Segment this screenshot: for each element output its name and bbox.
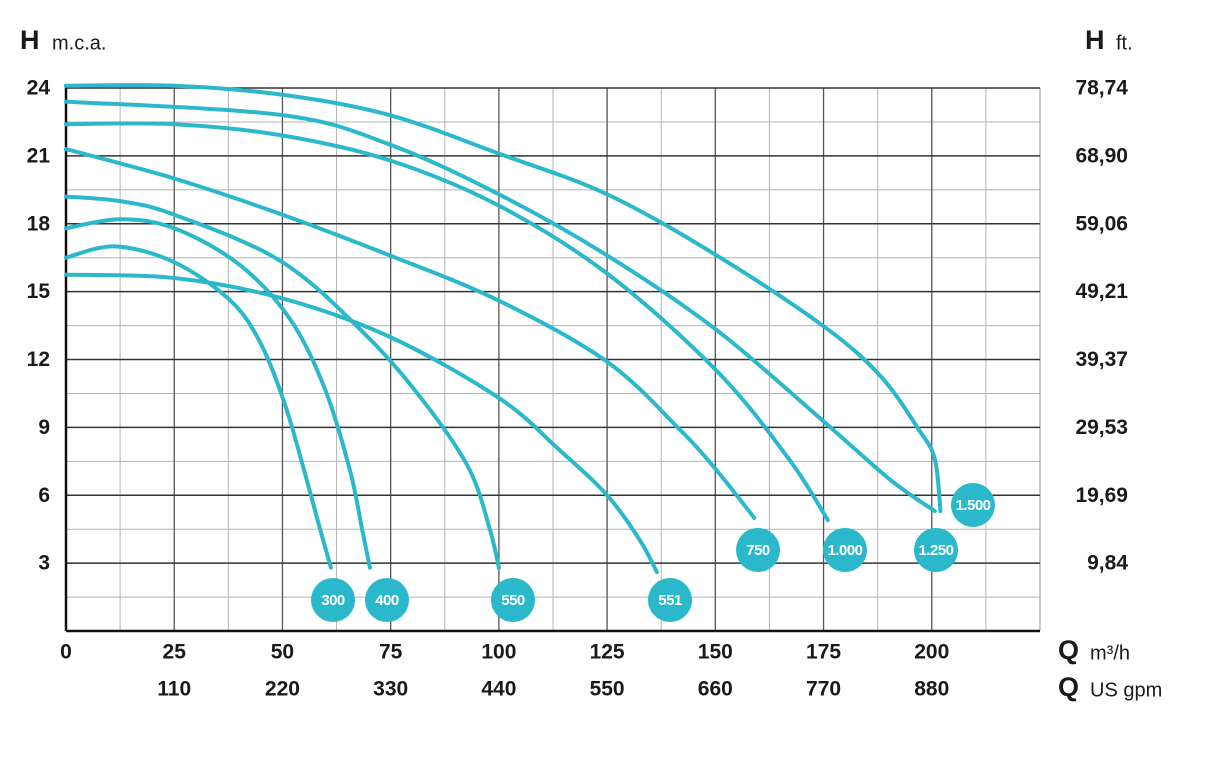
y2-tick-label: 49,21 bbox=[1075, 280, 1128, 303]
x2-tick-label: 770 bbox=[806, 678, 841, 701]
y2-tick-label: 29,53 bbox=[1075, 416, 1128, 439]
curve-badge bbox=[951, 483, 995, 527]
curve-label: 1.500 bbox=[955, 497, 990, 514]
y2-tick-label: 39,37 bbox=[1075, 348, 1128, 371]
y-tick-label: 21 bbox=[27, 144, 51, 167]
curve-badge bbox=[365, 578, 409, 622]
curve-badge bbox=[491, 578, 535, 622]
curve-label: 750 bbox=[746, 542, 770, 559]
y2-tick-label: 9,84 bbox=[1087, 552, 1128, 575]
x-axis-symbol: Q bbox=[1058, 635, 1079, 665]
y2-axis-unit: ft. bbox=[1116, 32, 1133, 54]
curve-label: 1.000 bbox=[827, 542, 862, 559]
x-tick-label: 25 bbox=[163, 641, 187, 664]
x2-axis-symbol: Q bbox=[1058, 672, 1079, 702]
curve-label: 550 bbox=[501, 592, 525, 609]
curve-label: 1.250 bbox=[918, 542, 953, 559]
pump-curve bbox=[64, 272, 659, 575]
y-tick-label: 12 bbox=[27, 348, 50, 371]
pump-curve bbox=[64, 147, 757, 520]
y-tick-label: 6 bbox=[38, 484, 50, 507]
y2-tick-label: 59,06 bbox=[1075, 212, 1128, 235]
y2-axis-symbol: H bbox=[1085, 25, 1105, 55]
y-axis-symbol: H bbox=[20, 25, 40, 55]
y-tick-label: 9 bbox=[38, 416, 50, 439]
x-tick-label: 100 bbox=[481, 641, 516, 664]
y2-tick-label: 19,69 bbox=[1075, 484, 1128, 507]
curve-label: 300 bbox=[321, 592, 345, 609]
x-tick-label: 0 bbox=[60, 641, 72, 664]
x-tick-label: 175 bbox=[806, 641, 841, 664]
y-tick-label: 15 bbox=[27, 280, 51, 303]
x2-tick-label: 880 bbox=[914, 678, 949, 701]
x2-axis-unit: US gpm bbox=[1090, 679, 1162, 701]
x-tick-label: 200 bbox=[914, 641, 949, 664]
x2-tick-label: 440 bbox=[481, 678, 516, 701]
x2-tick-label: 220 bbox=[265, 678, 300, 701]
x2-tick-label: 660 bbox=[698, 678, 733, 701]
x2-tick-label: 110 bbox=[157, 678, 191, 701]
curve-badge bbox=[914, 528, 958, 572]
grid bbox=[65, 87, 1041, 631]
x2-tick-label: 550 bbox=[590, 678, 625, 701]
y2-tick-label: 68,90 bbox=[1075, 144, 1128, 167]
curve-badge bbox=[823, 528, 867, 572]
y-axis-unit: m.c.a. bbox=[52, 32, 106, 54]
x-tick-label: 150 bbox=[698, 641, 733, 664]
pump-curve bbox=[64, 121, 830, 523]
pump-curve bbox=[64, 244, 333, 570]
curve-badge bbox=[736, 528, 780, 572]
pump-curve bbox=[64, 217, 372, 570]
y-tick-label: 24 bbox=[27, 77, 51, 100]
y-tick-label: 3 bbox=[38, 552, 50, 575]
curve-badge bbox=[311, 578, 355, 622]
x-tick-label: 125 bbox=[590, 641, 625, 664]
y2-tick-label: 78,74 bbox=[1075, 77, 1128, 100]
pump-curve bbox=[64, 83, 943, 514]
x2-tick-label: 330 bbox=[373, 678, 408, 701]
pump-curve bbox=[64, 194, 501, 570]
curve-label: 400 bbox=[375, 592, 399, 609]
pump-curve bbox=[64, 99, 937, 514]
x-axis-unit: m³/h bbox=[1090, 642, 1130, 664]
curve-badge bbox=[648, 578, 692, 622]
x-tick-label: 50 bbox=[271, 641, 294, 664]
x-tick-label: 75 bbox=[379, 641, 403, 664]
curve-label: 551 bbox=[658, 592, 682, 609]
y-tick-label: 18 bbox=[27, 212, 51, 235]
